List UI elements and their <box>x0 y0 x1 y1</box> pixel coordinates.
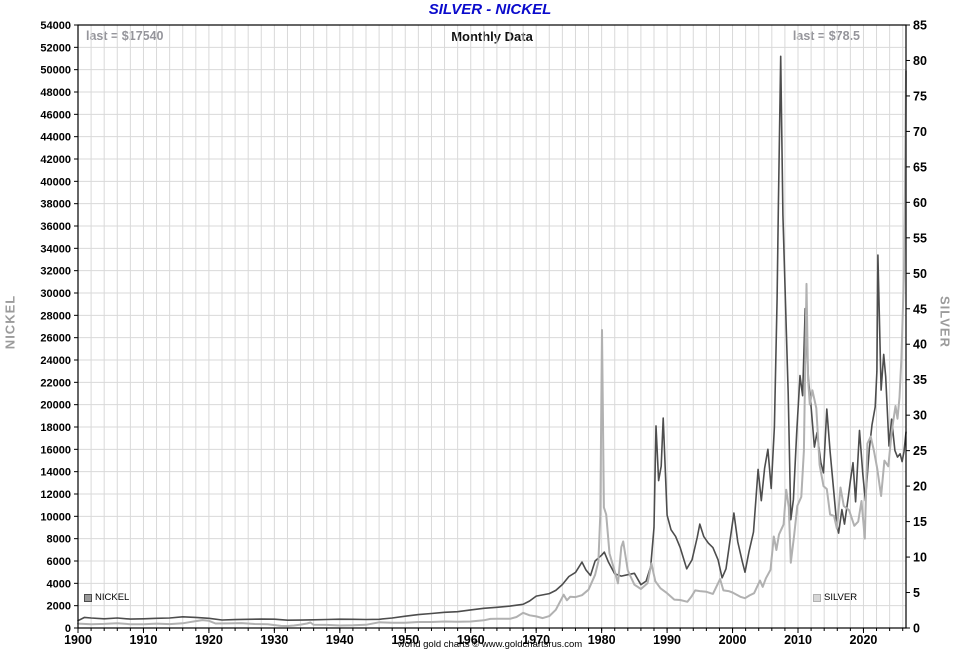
svg-text:52000: 52000 <box>40 42 71 54</box>
legend-silver-label: SILVER <box>824 592 858 603</box>
svg-text:10000: 10000 <box>40 511 71 523</box>
svg-text:40: 40 <box>913 338 927 352</box>
svg-text:30000: 30000 <box>40 288 71 300</box>
svg-text:1940: 1940 <box>326 633 354 647</box>
svg-text:45: 45 <box>913 302 927 316</box>
svg-text:2000: 2000 <box>47 601 71 613</box>
svg-text:20000: 20000 <box>40 400 71 412</box>
svg-text:54000: 54000 <box>40 20 71 32</box>
last-nickel-annotation: last = $17540 <box>86 29 164 43</box>
svg-text:12000: 12000 <box>40 489 71 501</box>
svg-text:85: 85 <box>913 19 927 33</box>
svg-text:1990: 1990 <box>653 633 681 647</box>
svg-text:50000: 50000 <box>40 65 71 77</box>
svg-text:60: 60 <box>913 196 927 210</box>
nickel-swatch <box>84 593 92 602</box>
svg-text:16000: 16000 <box>40 444 71 456</box>
svg-text:1960: 1960 <box>457 633 485 647</box>
svg-text:4000: 4000 <box>47 578 71 590</box>
svg-text:1980: 1980 <box>588 633 616 647</box>
svg-text:1900: 1900 <box>64 633 92 647</box>
svg-text:1950: 1950 <box>391 633 419 647</box>
legend-silver: SILVER <box>813 592 857 603</box>
silver-swatch <box>813 593 821 602</box>
svg-text:2000: 2000 <box>719 633 747 647</box>
svg-text:75: 75 <box>913 89 927 103</box>
svg-text:55: 55 <box>913 231 927 245</box>
svg-text:6000: 6000 <box>47 556 71 568</box>
svg-text:1930: 1930 <box>260 633 288 647</box>
svg-text:1920: 1920 <box>195 633 223 647</box>
svg-text:48000: 48000 <box>40 87 71 99</box>
svg-text:2020: 2020 <box>850 633 878 647</box>
svg-text:20: 20 <box>913 480 927 494</box>
chart-footer: world gold charts © www.goldchartsrus.co… <box>397 639 583 650</box>
svg-text:22000: 22000 <box>40 377 71 389</box>
svg-text:70: 70 <box>913 125 927 139</box>
svg-text:8000: 8000 <box>47 534 71 546</box>
svg-text:44000: 44000 <box>40 132 71 144</box>
svg-text:5: 5 <box>913 586 920 600</box>
svg-text:1910: 1910 <box>130 633 158 647</box>
svg-text:36000: 36000 <box>40 221 71 233</box>
svg-text:28000: 28000 <box>40 310 71 322</box>
svg-text:24000: 24000 <box>40 355 71 367</box>
svg-text:0: 0 <box>913 622 920 636</box>
legend-nickel: NICKEL <box>84 592 129 603</box>
svg-text:80: 80 <box>913 54 927 68</box>
svg-text:38000: 38000 <box>40 199 71 211</box>
svg-text:10: 10 <box>913 551 927 565</box>
legend-nickel-label: NICKEL <box>95 592 130 603</box>
svg-text:50: 50 <box>913 267 927 281</box>
svg-text:2010: 2010 <box>784 633 812 647</box>
svg-text:34000: 34000 <box>40 243 71 255</box>
last-silver-annotation: last = $78.5 <box>792 29 860 43</box>
svg-text:32000: 32000 <box>40 266 71 278</box>
svg-text:46000: 46000 <box>40 109 71 121</box>
svg-text:15: 15 <box>913 515 927 529</box>
svg-text:14000: 14000 <box>40 467 71 479</box>
chart-title: SILVER - NICKEL <box>428 1 552 18</box>
svg-text:40000: 40000 <box>40 176 71 188</box>
svg-text:65: 65 <box>913 160 927 174</box>
svg-text:25: 25 <box>913 444 927 458</box>
svg-text:30: 30 <box>913 409 927 423</box>
svg-text:18000: 18000 <box>40 422 71 434</box>
svg-text:42000: 42000 <box>40 154 71 166</box>
svg-text:26000: 26000 <box>40 333 71 345</box>
svg-text:35: 35 <box>913 373 927 387</box>
chart-subtitle: Monthly Data <box>451 29 533 44</box>
svg-text:1970: 1970 <box>522 633 550 647</box>
svg-text:0: 0 <box>65 623 71 635</box>
